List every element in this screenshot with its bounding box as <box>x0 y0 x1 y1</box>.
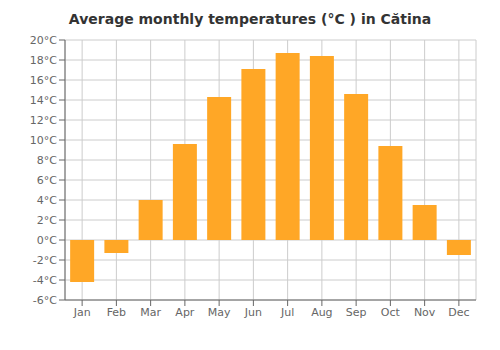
svg-text:Nov: Nov <box>414 306 436 319</box>
svg-text:Apr: Apr <box>175 306 195 319</box>
svg-text:-4°C: -4°C <box>33 274 57 287</box>
svg-text:-6°C: -6°C <box>33 294 57 307</box>
svg-text:4°C: 4°C <box>37 194 57 207</box>
svg-text:-2°C: -2°C <box>33 254 57 267</box>
svg-text:8°C: 8°C <box>37 154 57 167</box>
svg-text:Oct: Oct <box>381 306 401 319</box>
svg-text:12°C: 12°C <box>30 114 57 127</box>
svg-text:10°C: 10°C <box>30 134 57 147</box>
svg-text:14°C: 14°C <box>30 94 57 107</box>
svg-text:Jul: Jul <box>280 306 294 319</box>
svg-text:May: May <box>208 306 231 319</box>
svg-text:Dec: Dec <box>448 306 469 319</box>
svg-text:Sep: Sep <box>346 306 367 319</box>
svg-text:Feb: Feb <box>107 306 126 319</box>
svg-text:16°C: 16°C <box>30 74 57 87</box>
svg-text:Jan: Jan <box>73 306 91 319</box>
svg-text:Jun: Jun <box>244 306 262 319</box>
svg-text:Aug: Aug <box>311 306 332 319</box>
svg-text:0°C: 0°C <box>37 234 57 247</box>
html-text:Average monthly temperatures (: Average monthly temperatures (°C ) in Că… <box>68 11 432 27</box>
svg-text:18°C: 18°C <box>30 54 57 67</box>
svg-text:Mar: Mar <box>140 306 161 319</box>
svg-text:2°C: 2°C <box>37 214 57 227</box>
svg-text:20°C: 20°C <box>30 34 57 47</box>
svg-text:6°C: 6°C <box>37 174 57 187</box>
